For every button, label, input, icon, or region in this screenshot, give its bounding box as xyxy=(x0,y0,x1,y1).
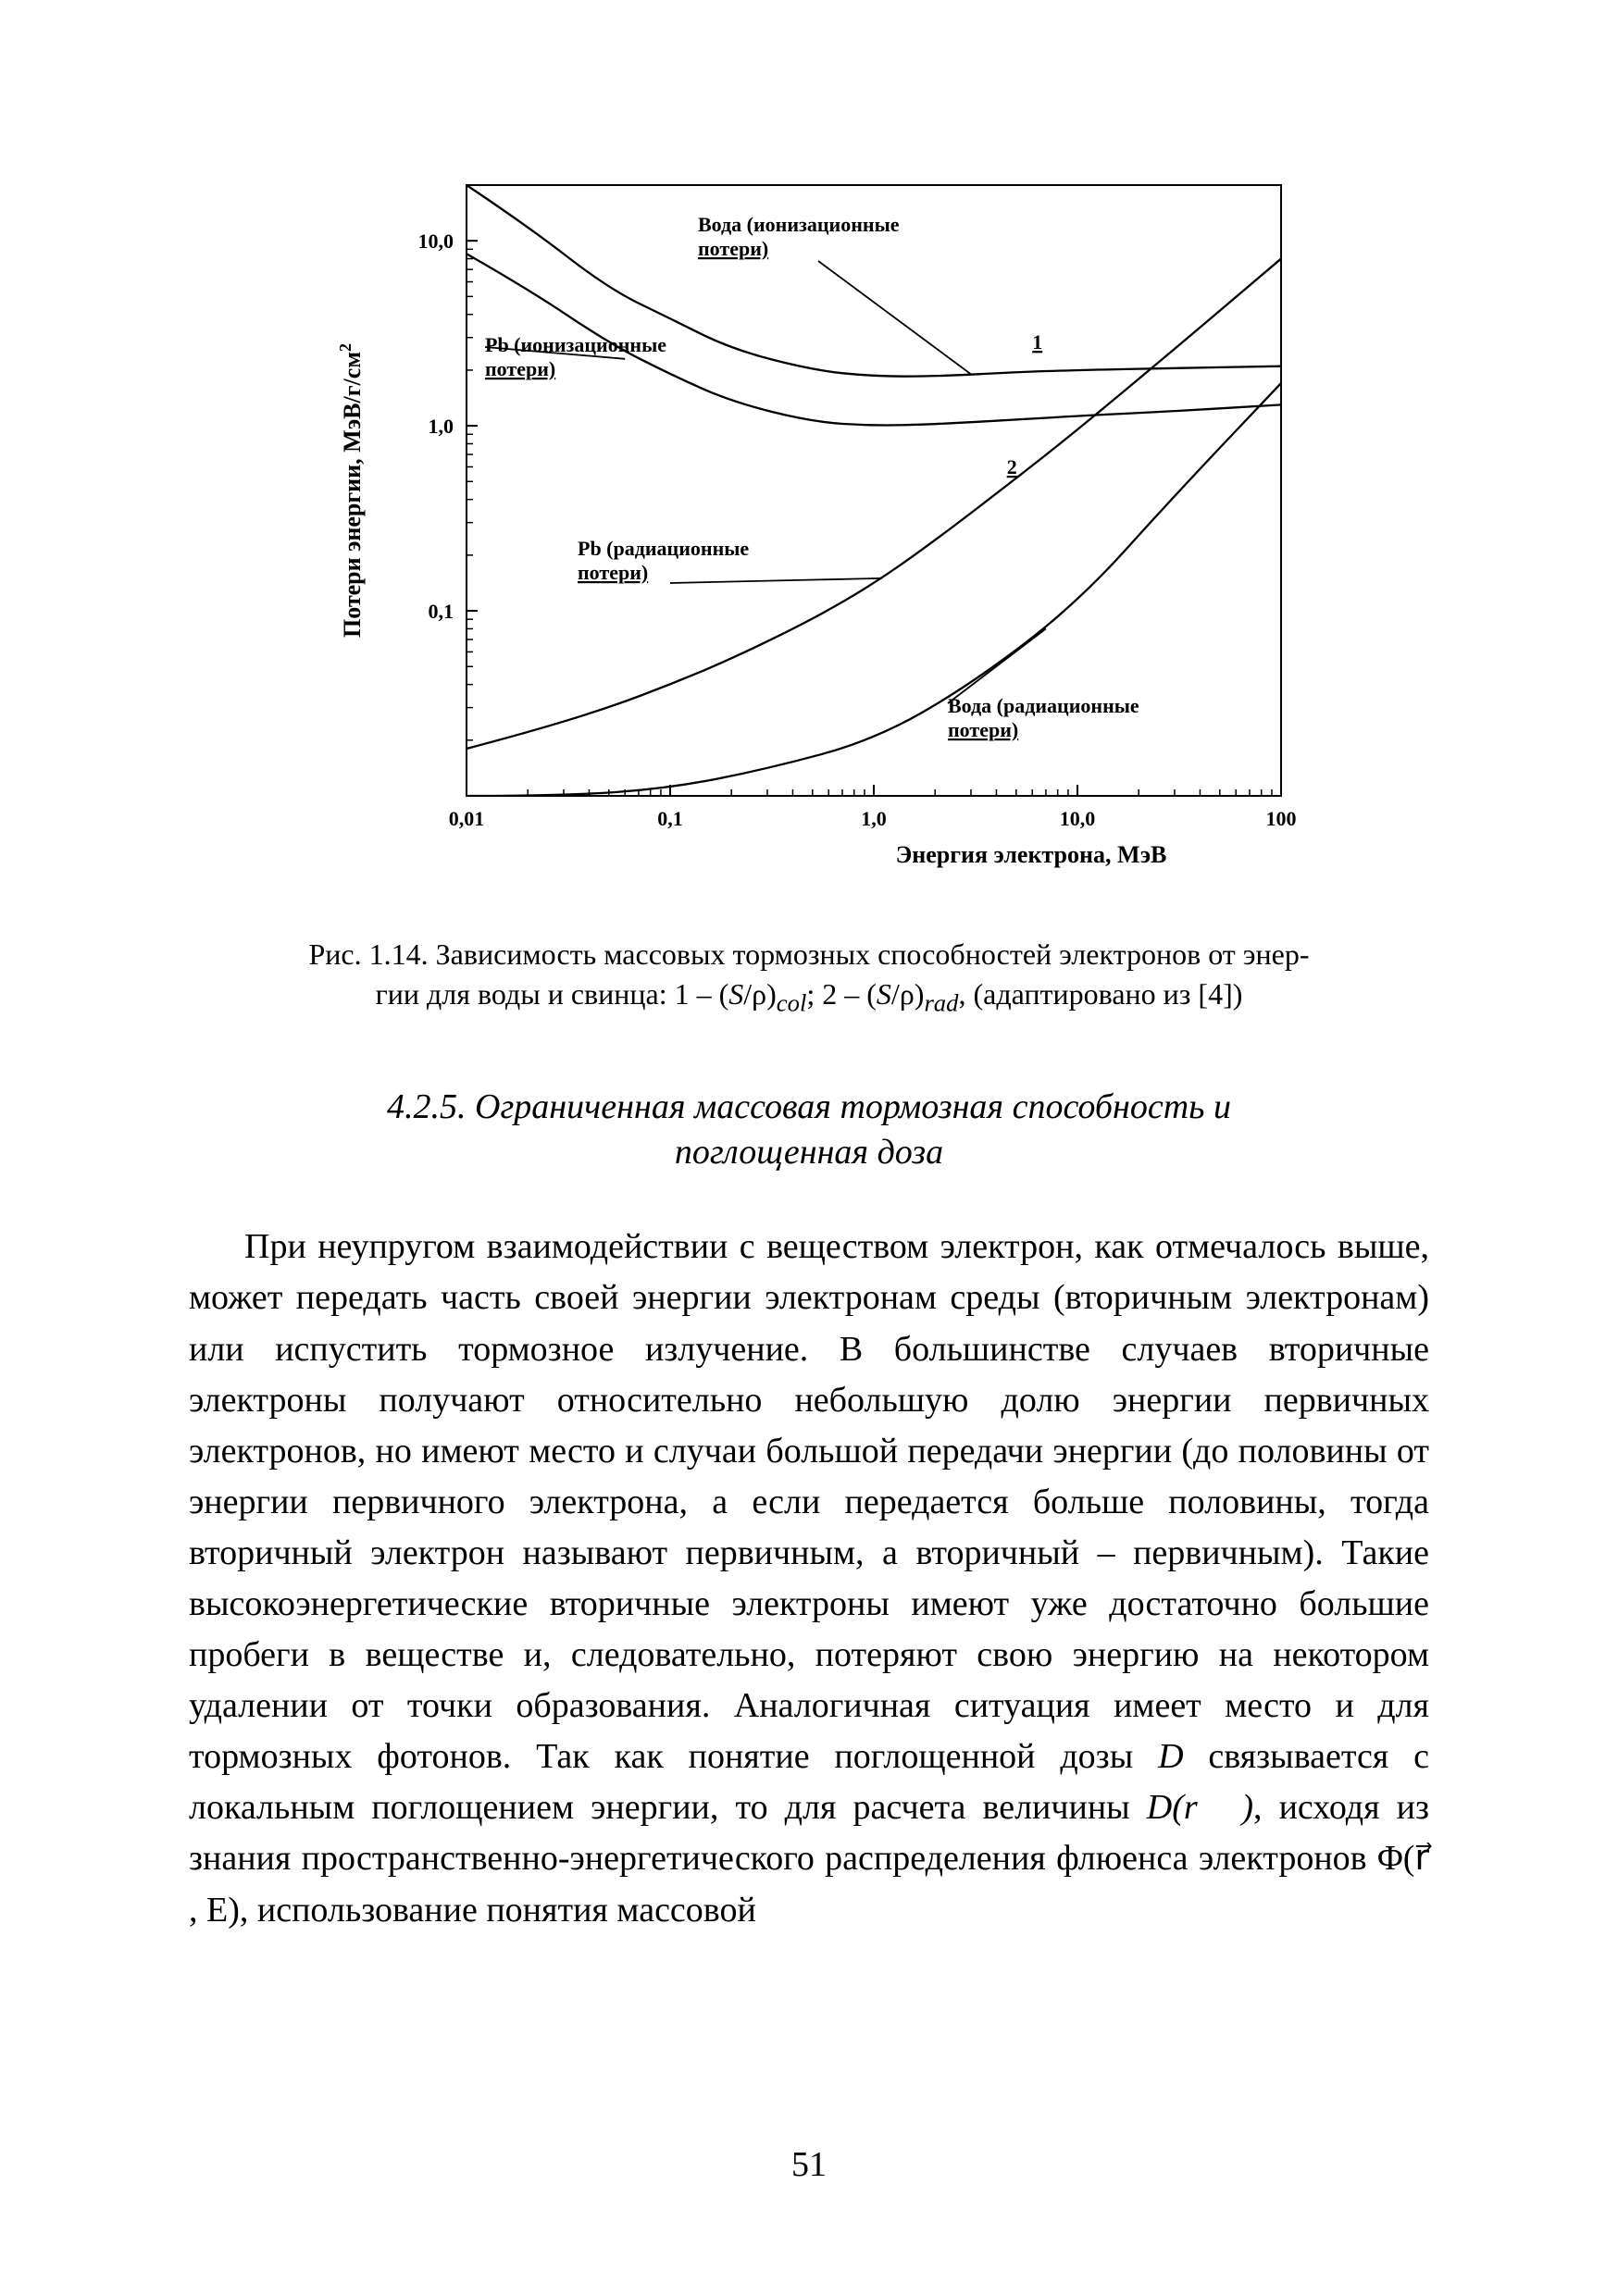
svg-text:100: 100 xyxy=(1266,807,1297,830)
caption-Srad-rho: /ρ) xyxy=(891,977,925,1011)
svg-text:Pb (радиационные: Pb (радиационные xyxy=(578,537,749,560)
caption-Scol-i: S xyxy=(728,977,743,1011)
svg-text:потери): потери) xyxy=(948,718,1018,741)
section-title: 4.2.5. Ограниченная массовая тормозная с… xyxy=(230,1085,1388,1176)
svg-text:Вода (ионизационные: Вода (ионизационные xyxy=(698,213,900,236)
svg-text:10,0: 10,0 xyxy=(418,230,454,253)
svg-text:10,0: 10,0 xyxy=(1060,807,1096,830)
svg-text:потери): потери) xyxy=(698,237,768,260)
body-paragraph: При неупругом взаимодействии с веществом… xyxy=(189,1222,1429,1935)
svg-text:0,01: 0,01 xyxy=(449,807,485,830)
svg-text:0,1: 0,1 xyxy=(429,600,454,623)
body-p1-d: , использование понятия массовой xyxy=(240,1891,756,1930)
svg-text:Вода (радиационные: Вода (радиационные xyxy=(948,694,1139,717)
caption-line2-b: ; 2 – ( xyxy=(806,977,877,1011)
caption-sub-col: col xyxy=(777,989,807,1017)
section-title-line1: 4.2.5. Ограниченная массовая тормозная с… xyxy=(387,1087,1231,1126)
chart-svg: 0,01 0,1 1,0 10,0 100 0,1 1,0 10,0 Энергия элект… xyxy=(300,157,1318,916)
section-title-line2: поглощенная доза xyxy=(675,1133,943,1172)
svg-text:потери): потери) xyxy=(578,561,648,584)
svg-text:Потери энергии, МэВ/г/см2: Потери энергии, МэВ/г/см2 xyxy=(336,343,366,638)
page-number: 51 xyxy=(0,2144,1618,2185)
figure-block: 0,01 0,1 1,0 10,0 100 0,1 1,0 10,0 Энергия элект… xyxy=(300,157,1318,1020)
body-p1-a: При неупругом взаимодействии с веществом… xyxy=(189,1227,1429,1776)
svg-text:потери): потери) xyxy=(485,357,555,380)
caption-line2-a: гии для воды и свинца: 1 – ( xyxy=(376,977,729,1011)
svg-text:Pb (ионизационные: Pb (ионизационные xyxy=(485,333,666,356)
caption-line2-c: , (адаптировано из [4]) xyxy=(958,977,1242,1011)
caption-sub-rad: rad xyxy=(924,989,958,1017)
svg-text:0,1: 0,1 xyxy=(657,807,683,830)
caption-Srad-i: S xyxy=(877,977,891,1011)
svg-text:1,0: 1,0 xyxy=(429,415,454,438)
body-Dr: D(r⃗ ) xyxy=(1147,1788,1253,1827)
svg-text:1,0: 1,0 xyxy=(861,807,887,830)
caption-Scol-rho: /ρ) xyxy=(743,977,777,1011)
caption-line1: Рис. 1.14. Зависимость массовых тормозны… xyxy=(309,937,1310,971)
figure-caption: Рис. 1.14. Зависимость массовых тормозны… xyxy=(300,935,1318,1020)
body-D: D xyxy=(1158,1737,1183,1776)
svg-text:1: 1 xyxy=(1032,330,1042,354)
svg-text:2: 2 xyxy=(1007,455,1017,478)
page: 0,01 0,1 1,0 10,0 100 0,1 1,0 10,0 Энергия элект… xyxy=(0,0,1618,2296)
svg-text:Энергия электрона, МэВ: Энергия электрона, МэВ xyxy=(896,841,1167,868)
